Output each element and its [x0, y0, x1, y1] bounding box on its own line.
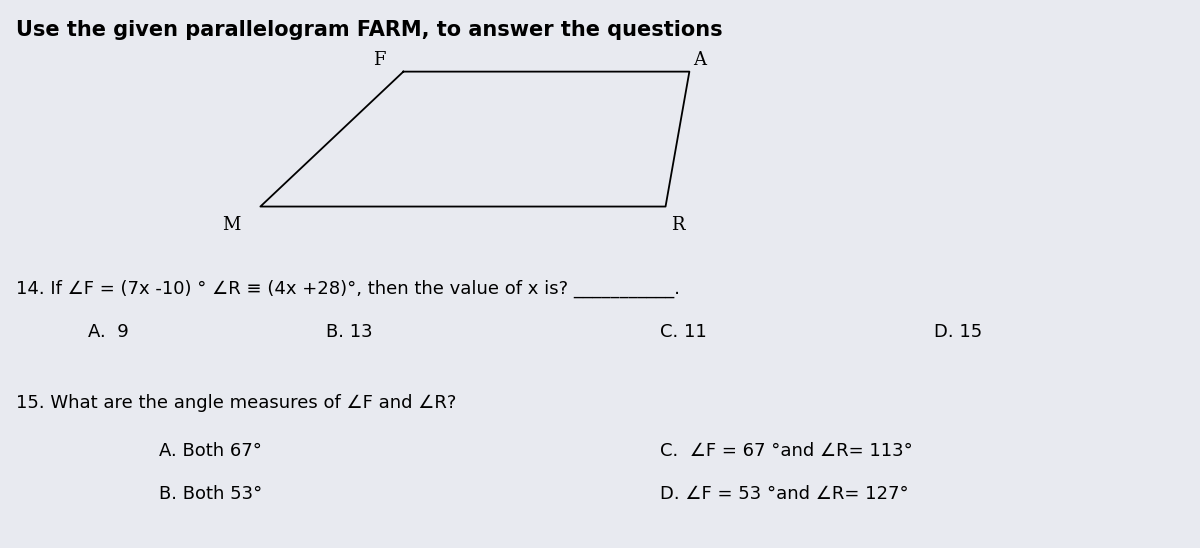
- Text: B. Both 53°: B. Both 53°: [160, 486, 263, 504]
- Text: A. Both 67°: A. Both 67°: [160, 442, 262, 460]
- Text: D. ∠F = 53 °and ∠R= 127°: D. ∠F = 53 °and ∠R= 127°: [660, 486, 908, 504]
- Text: 14. If ∠F = (7x -10) ° ∠R ≡ (4x +28)°, then the value of x is? ___________.: 14. If ∠F = (7x -10) ° ∠R ≡ (4x +28)°, t…: [16, 280, 680, 298]
- Text: Use the given parallelogram FARM, to answer the questions: Use the given parallelogram FARM, to ans…: [16, 20, 722, 41]
- Text: B. 13: B. 13: [326, 323, 372, 341]
- Text: C. 11: C. 11: [660, 323, 707, 341]
- Text: R: R: [672, 216, 685, 233]
- Text: D. 15: D. 15: [934, 323, 982, 341]
- Text: F: F: [373, 51, 385, 69]
- Text: M: M: [222, 216, 240, 233]
- Text: 15. What are the angle measures of ∠F and ∠R?: 15. What are the angle measures of ∠F an…: [16, 393, 456, 412]
- Text: A: A: [692, 51, 706, 69]
- Text: A.  9: A. 9: [88, 323, 128, 341]
- Text: C.  ∠F = 67 °and ∠R= 113°: C. ∠F = 67 °and ∠R= 113°: [660, 442, 912, 460]
